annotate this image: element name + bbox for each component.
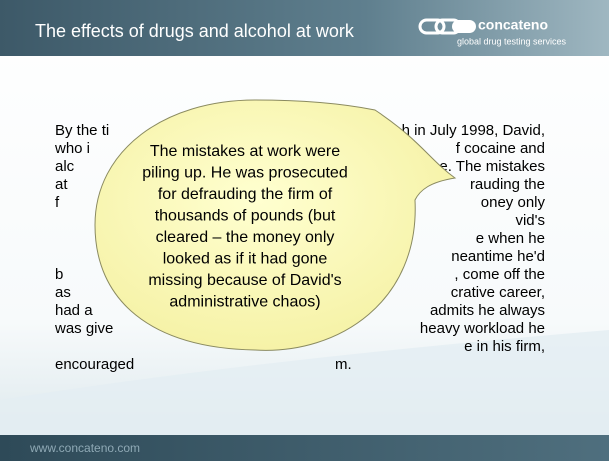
header-bar xyxy=(0,0,609,56)
body-line-left: b xyxy=(55,266,63,283)
body-line-right: e. The mistakes xyxy=(439,158,545,175)
callout-text: The mistakes at work were piling up. He w… xyxy=(142,143,347,311)
body-line-left: as xyxy=(55,284,71,301)
callout-line: for defrauding the firm of xyxy=(158,186,333,203)
callout-line: missing because of David's xyxy=(148,272,341,289)
footer-url: www.concateno.com xyxy=(29,441,140,455)
body-line-right: rauding the xyxy=(470,176,545,193)
body-line-right: h in July 1998, David, xyxy=(402,122,545,139)
body-line-right: , come off the xyxy=(454,266,545,283)
body-line-left: encouraged xyxy=(55,356,134,373)
speech-bubble xyxy=(94,99,457,351)
callout-line: looked as if it had gone xyxy=(163,251,328,268)
body-line-right: vid's xyxy=(515,212,545,229)
logo-tagline: global drug testing services xyxy=(457,36,567,46)
footer-bar xyxy=(0,435,609,461)
logo: concateno global drug testing services xyxy=(418,17,567,46)
callout: The mistakes at work were piling up. He w… xyxy=(94,99,457,351)
body-line-right: m. xyxy=(335,356,352,373)
body-line-left: at xyxy=(55,176,68,193)
body-line-right: neantime he'd xyxy=(451,248,545,265)
body-line-right: f cocaine and xyxy=(456,140,545,157)
callout-line: thousands of pounds (but xyxy=(155,208,336,225)
logo-link xyxy=(418,18,446,35)
body-line-left: who i xyxy=(54,140,90,157)
body-line-left: had a xyxy=(55,302,93,319)
body-line-left: alc xyxy=(55,158,75,175)
body-line-left: was give xyxy=(54,320,113,337)
body-line-right: e in his firm, xyxy=(464,338,545,355)
slide-title: The effects of drugs and alcohol at work xyxy=(35,21,355,41)
callout-line: administrative chaos) xyxy=(169,294,320,311)
body-line-right: admits he always xyxy=(430,302,545,319)
body-line-right: oney only xyxy=(481,194,546,211)
body-line-right: heavy workload he xyxy=(420,320,545,337)
callout-line: piling up. He was prosecuted xyxy=(142,165,347,182)
body-line-left: By the ti xyxy=(55,122,109,139)
body-line-left: f xyxy=(55,194,60,211)
logo-name: concateno xyxy=(478,17,548,33)
swoosh xyxy=(0,330,609,435)
body-line-right: crative career, xyxy=(451,284,545,301)
logo-link xyxy=(452,20,476,33)
callout-line: cleared – the money only xyxy=(156,229,335,246)
body-line-right: e when he xyxy=(476,230,545,247)
body-text: By the ti h in July 1998, David, who i f co… xyxy=(54,122,545,373)
callout-line: The mistakes at work were xyxy=(150,143,340,160)
